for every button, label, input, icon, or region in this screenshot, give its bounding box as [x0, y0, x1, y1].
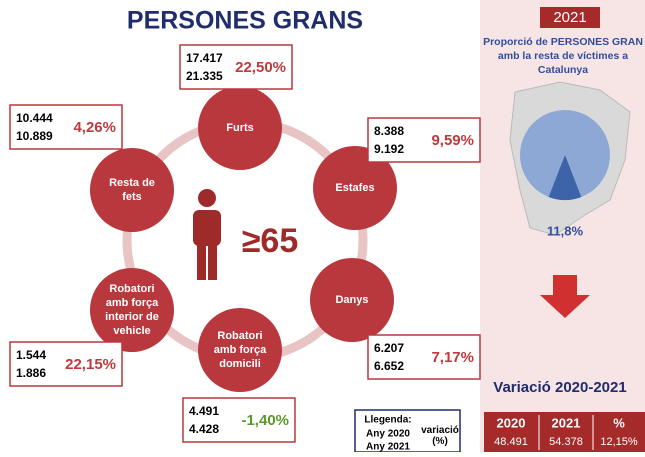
category-name: Robatori amb força domicili: [213, 330, 267, 370]
table-bg: [484, 412, 645, 452]
panel-heading: amb la resta de víctimes a: [498, 50, 628, 62]
value-2021: 4.428: [189, 422, 219, 436]
legend-change-wrap: variació (%): [421, 425, 459, 447]
category-name: Resta de fets: [109, 177, 155, 203]
change: -1,40%: [241, 412, 289, 429]
category-name-wrap: Resta de fets: [109, 177, 155, 203]
value-2021: 6.652: [374, 359, 404, 373]
category-name: Furts: [226, 122, 254, 134]
category-name-wrap: Robatori amb força interior de vehicle: [105, 283, 159, 337]
category-name-wrap: Robatori amb força domicili: [213, 330, 267, 370]
category-circle: [90, 148, 174, 232]
stat-box: [9, 341, 123, 387]
change: 22,15%: [65, 356, 116, 373]
category-name: Robatori amb força interior de vehicle: [105, 283, 159, 337]
title: PERSONES GRANS: [127, 7, 363, 35]
year: 2021: [553, 9, 586, 26]
value-2020: 4.491: [189, 404, 219, 418]
variation-title: Variació 2020-2021: [493, 379, 626, 396]
pie-slice: [548, 155, 582, 200]
change: 4,26%: [73, 119, 116, 136]
category-circle: [310, 258, 394, 342]
stat-box: [9, 104, 123, 150]
share-label: 11,8%: [547, 223, 584, 238]
category-name-wrap: Estafes: [335, 182, 375, 194]
category-circle: [90, 268, 174, 352]
legend-box: [354, 409, 461, 453]
table-header: 2020: [497, 415, 526, 430]
panel-heading: Catalunya: [538, 64, 588, 76]
value-2020: 17.417: [186, 51, 223, 65]
stat-box: [179, 44, 293, 90]
change: 22,50%: [235, 59, 286, 76]
panel-heading: Proporció de PERSONES GRAN: [483, 36, 643, 48]
value-2020: 6.207: [374, 341, 404, 355]
age-label: ≥65: [242, 222, 298, 260]
category-name: Estafes: [335, 182, 375, 194]
legend-change: variació (%): [421, 425, 459, 447]
value-2020: 1.544: [16, 348, 46, 362]
table-cell: 12,15%: [600, 436, 638, 448]
table-header: 2021: [552, 415, 581, 430]
category-name-wrap: Danys: [335, 294, 369, 306]
value-2021: 10.889: [16, 129, 53, 143]
down-arrow: [540, 275, 590, 318]
person-icon: [193, 189, 221, 280]
value-2021: 1.886: [16, 366, 46, 380]
stat-box: [367, 334, 481, 380]
category-circle: [313, 146, 397, 230]
table-header: %: [613, 415, 625, 430]
value-2021: 9.192: [374, 142, 404, 156]
category-name: Danys: [335, 294, 369, 306]
year-badge: [540, 7, 600, 28]
stat-box: [367, 117, 481, 163]
stat-box: [182, 397, 296, 443]
value-2020: 10.444: [16, 111, 53, 125]
value-2021: 21.335: [186, 69, 223, 83]
category-circle: [198, 86, 282, 170]
value-2020: 8.388: [374, 124, 404, 138]
legend-year1: Any 2020: [366, 429, 410, 440]
table-cell: 48.491: [494, 436, 528, 448]
legend-title: Llegenda:: [364, 415, 411, 426]
category-name-wrap: Furts: [226, 122, 254, 134]
change: 7,17%: [431, 349, 474, 366]
table-cell: 54.378: [549, 436, 583, 448]
change: 9,59%: [431, 132, 474, 149]
legend-year2: Any 2021: [366, 442, 410, 452]
category-circle: [198, 308, 282, 392]
